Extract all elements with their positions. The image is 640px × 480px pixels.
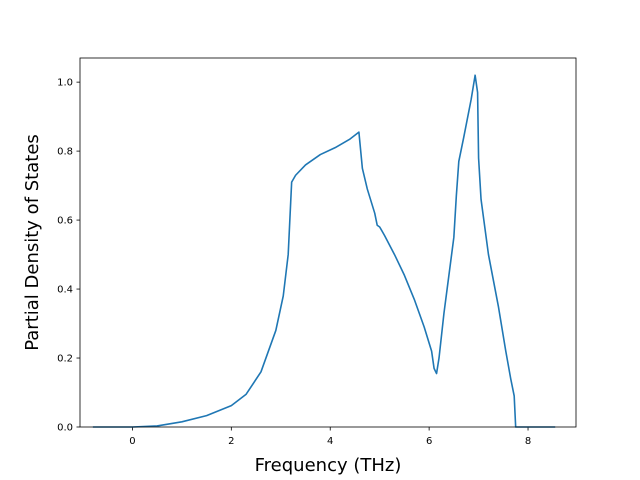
y-tick-label: 1.0 bbox=[57, 78, 73, 89]
x-tick-label: 6 bbox=[426, 436, 432, 447]
y-tick-label: 0.4 bbox=[57, 285, 73, 296]
plot-frame bbox=[79, 57, 577, 428]
x-tick-label: 4 bbox=[327, 436, 333, 447]
x-tick-label: 2 bbox=[228, 436, 234, 447]
y-axis-label: Partial Density of States bbox=[22, 134, 43, 351]
series-layer bbox=[92, 74, 556, 428]
x-tick-label: 8 bbox=[525, 436, 531, 447]
series-line-0 bbox=[92, 74, 556, 428]
x-axis-ticks: 0 2 4 6 8 bbox=[129, 427, 531, 447]
x-axis-label: Frequency (THz) bbox=[255, 455, 402, 476]
y-tick-label: 0.8 bbox=[57, 147, 73, 158]
y-tick-label: 0.2 bbox=[57, 354, 73, 365]
plot-background bbox=[80, 58, 576, 427]
y-tick-label: 0.6 bbox=[57, 216, 73, 227]
x-tick-label: 0 bbox=[129, 436, 135, 447]
y-tick-label: 0.0 bbox=[57, 423, 73, 434]
y-axis-ticks: 0.0 0.2 0.4 0.6 0.8 1.0 bbox=[57, 78, 80, 434]
